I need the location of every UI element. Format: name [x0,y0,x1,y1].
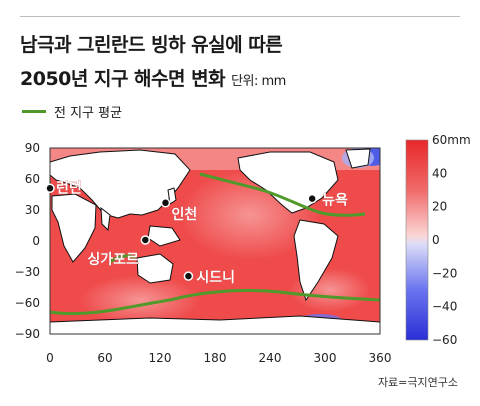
greenland-landmass [345,148,371,169]
australia-landmass [136,253,174,284]
x-tick-label: 0 [46,351,54,365]
antarctica-landmass [50,315,380,334]
y-tick-label: 90 [25,141,40,155]
y-tick-label: −60 [15,296,40,310]
legend-label: 전 지구 평균 [54,106,123,121]
map-area [50,148,380,334]
japan-islands [167,187,177,205]
global-mean-contours [50,172,380,316]
indian-light-zone [80,275,200,325]
south-america-landmass [293,219,339,302]
title-line-1: 남극과 그린란드 빙하 유실에 따른 [20,34,283,56]
y-tick-label: −30 [15,265,40,279]
unit-label: 단위: mm [231,74,286,89]
y-tick-label: 30 [25,203,40,217]
city-dot [45,183,55,194]
colorbar [405,139,429,341]
city-label: 인천 [172,206,198,223]
eurasia-landmass [50,149,191,219]
source-label: 자료=극지연구소 [377,376,458,389]
city-dot [160,198,171,208]
city-label: 시드니 [196,270,235,286]
city-label: 뉴욕 [322,193,348,209]
x-tick-label: 300 [314,351,337,365]
city-dot [140,235,151,245]
x-tick-label: 360 [369,351,392,365]
mean-contour-north [199,172,366,217]
top-rule [20,16,460,17]
mean-contour-indian [109,254,137,264]
colorbar-tick-label: −20 [432,266,457,280]
y-axis-ticks: 90 60 30 0 −30 −60 −90 [15,141,40,341]
y-tick-label: 0 [32,234,40,248]
x-tick-label: 180 [204,351,227,365]
colorbar-tick-label: 0 [432,233,440,247]
colorbar-tick-label: 20 [432,200,447,214]
legend: 전 지구 평균 [22,102,122,121]
title-line-2-text: 2050년 지구 해수면 변화 [20,68,226,90]
city-label: 싱가포르 [87,252,139,268]
y-tick-label: −90 [15,327,40,341]
city-dot [183,271,194,281]
africa-landmass [51,193,97,263]
x-tick-label: 240 [259,351,282,365]
colorbar-labels: 60mm 40 20 0 −20 −40 −60 [432,133,471,347]
india-landmass [100,206,111,232]
y-tick-label: 60 [25,172,40,186]
title-line-2: 2050년 지구 해수면 변화 단위: mm [20,64,286,91]
colorbar-tick-label: −40 [432,300,457,314]
x-axis-ticks: 0 60 120 180 240 300 360 [46,351,391,365]
land-masses [50,148,380,334]
city-dot [307,193,317,204]
city-label: 런던 [56,179,82,196]
legend-green-line-swatch [22,110,46,113]
mean-contour-south [50,288,380,316]
colorbar-tick-label: 40 [432,166,447,180]
map-frame [49,147,381,335]
x-tick-label: 120 [149,351,172,365]
indonesia-islands [147,225,181,247]
colorbar-tick-label: 60mm [432,133,471,147]
colorbar-tick-label: −60 [432,333,457,347]
x-tick-label: 60 [97,351,112,365]
